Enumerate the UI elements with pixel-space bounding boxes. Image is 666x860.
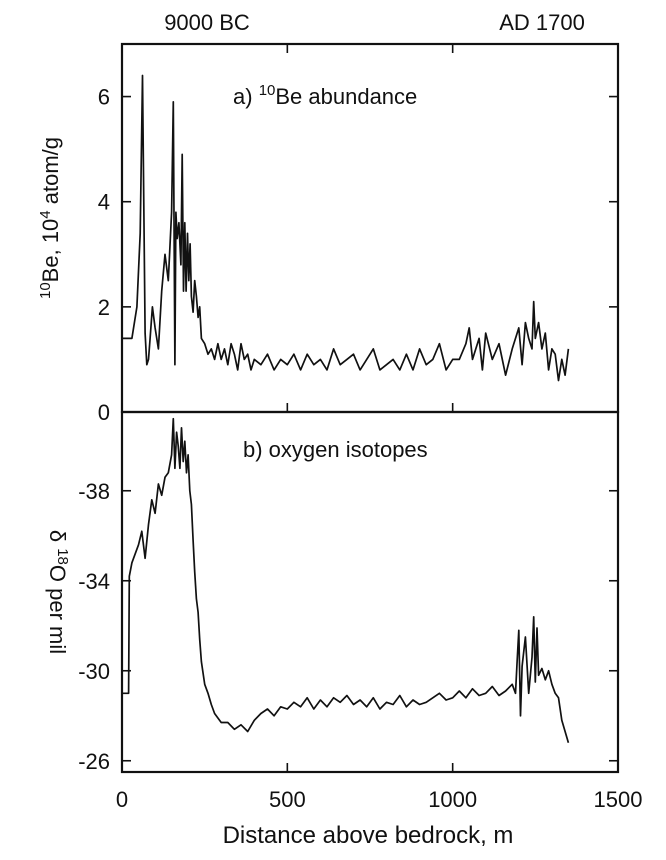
panel-b-frame <box>120 410 620 774</box>
panel-b-ytick-label: -38 <box>78 479 110 504</box>
top-label-ad1700: AD 1700 <box>499 10 585 35</box>
panel-b-ytick-label: -34 <box>78 569 110 594</box>
panel-b-ylabel-pre: δ <box>45 530 70 548</box>
panel-b-ytick-label: -30 <box>78 659 110 684</box>
panel-a-ylabel: 10Be, 104 atom/g <box>37 137 63 299</box>
x-tick-label: 0 <box>116 787 128 812</box>
panel-a-ytick-label: 4 <box>98 190 110 215</box>
panel-a-ylabel-sup1: 10 <box>37 282 54 299</box>
panel-a-ylabel-sup2: 4 <box>37 210 54 218</box>
panel-b-ylabel-sup: 18 <box>54 548 71 565</box>
panel-b-ytick-label: -26 <box>78 749 110 774</box>
panel-a-ylabel-end: atom/g <box>38 137 63 210</box>
top-label-9000bc: 9000 BC <box>164 10 250 35</box>
x-tick-label: 1000 <box>428 787 477 812</box>
x-tick-label: 1500 <box>594 787 643 812</box>
panel-a-ytick-label: 2 <box>98 295 110 320</box>
x-axis-title: Distance above bedrock, m <box>223 822 514 849</box>
panel-a-title-prefix: a) <box>233 84 259 109</box>
panel-a-ytick-label: 0 <box>98 400 110 425</box>
panel-a-ytick-label: 6 <box>98 85 110 110</box>
oxygen-isotope-series-line <box>122 417 570 744</box>
be10-series-line <box>122 74 570 382</box>
panel-b-title: b) oxygen isotopes <box>243 437 428 462</box>
panel-a-title: a) 10Be abundance <box>233 82 417 109</box>
panel-a-ylabel-mid: Be, 10 <box>38 219 63 283</box>
panel-b-ylabel: δ 18O per mil <box>45 530 71 654</box>
panel-a-title-sup: 10 <box>259 82 276 99</box>
panel-a-title-rest: Be abundance <box>275 84 417 109</box>
panel-b-ylabel-rest: O per mil <box>45 565 70 654</box>
x-tick-label: 500 <box>269 787 306 812</box>
